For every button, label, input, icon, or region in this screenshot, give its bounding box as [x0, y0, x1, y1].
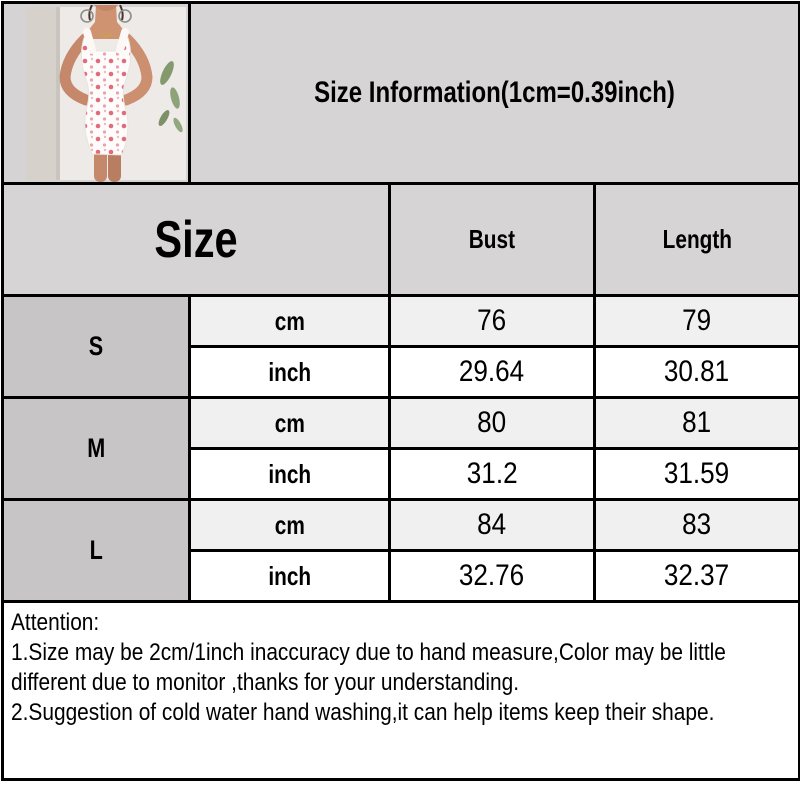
unit-cell: inch — [188, 345, 391, 399]
size-header-cell: Size — [1, 182, 391, 297]
table-row-s-inch: inch 29.64 30.81 — [3, 345, 800, 399]
attention-line: different due to monitor ,thanks for you… — [11, 669, 520, 696]
bust-value-cell: 80 — [388, 396, 596, 450]
unit-cell: cm — [188, 294, 391, 348]
length-value-cell: 32.37 — [592, 549, 800, 603]
model-figure — [59, 5, 153, 181]
length-value-cell: 83 — [592, 498, 800, 552]
table-row-l-cm: L cm 84 83 — [1, 498, 800, 603]
length-value-cell: 31.59 — [592, 447, 800, 501]
length-header-cell: Length — [592, 182, 800, 297]
size-label-cell-s: S — [1, 294, 191, 399]
bust-value-cell: 76 — [388, 294, 596, 348]
bust-value-cell: 31.2 — [388, 447, 596, 501]
size-label-cell-m: M — [1, 396, 191, 501]
unit-cell: inch — [188, 447, 391, 501]
length-value-cell: 30.81 — [592, 345, 800, 399]
unit-cell: cm — [188, 498, 391, 552]
size-table: Size Information(1cm=0.39inch) Size Bust… — [1, 1, 800, 603]
attention-line: 2.Suggestion of cold water hand washing,… — [11, 699, 715, 726]
table-row-l-inch: inch 32.76 32.37 — [3, 549, 800, 603]
table-row-m-cm: M cm 80 81 — [1, 396, 800, 501]
table-row-s-cm: S cm 76 79 — [1, 294, 800, 399]
length-value-cell: 79 — [592, 294, 800, 348]
size-chart-title: Size Information(1cm=0.39inch) — [314, 76, 675, 109]
top-row: Size Information(1cm=0.39inch) — [1, 1, 800, 185]
size-label-cell-l: L — [1, 498, 191, 603]
unit-cell: cm — [188, 396, 391, 450]
unit-cell: inch — [188, 549, 391, 603]
bust-value-cell: 84 — [388, 498, 596, 552]
product-photo — [5, 5, 187, 181]
product-photo-cell — [1, 1, 191, 185]
bust-value-cell: 29.64 — [388, 345, 596, 399]
title-cell: Size Information(1cm=0.39inch) — [187, 1, 800, 185]
bust-header-cell: Bust — [388, 182, 596, 297]
attention-line: 1.Size may be 2cm/1inch inaccuracy due t… — [11, 639, 726, 666]
attention-note: Attention: 1.Size may be 2cm/1inch inacc… — [1, 603, 800, 781]
header-row: Size Bust Length — [1, 182, 800, 297]
bust-value-cell: 32.76 — [388, 549, 596, 603]
length-value-cell: 81 — [592, 396, 800, 450]
plant-decor — [158, 60, 183, 132]
attention-heading: Attention: — [11, 609, 100, 636]
table-row-m-inch: inch 31.2 31.59 — [3, 447, 800, 501]
